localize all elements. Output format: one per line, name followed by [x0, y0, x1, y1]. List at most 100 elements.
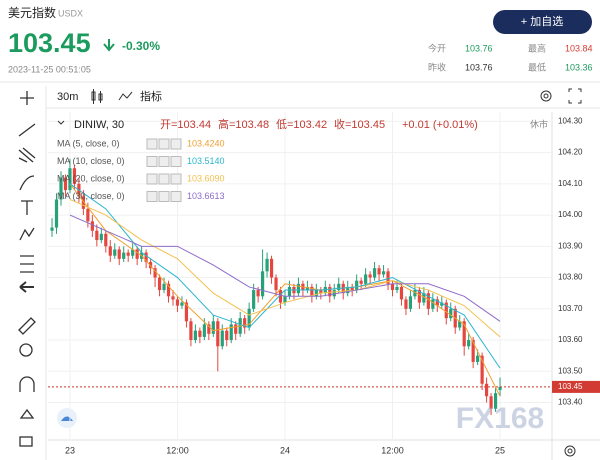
- settings-icon[interactable]: [540, 90, 552, 102]
- zoom-tool[interactable]: [19, 343, 33, 357]
- ruler-tool[interactable]: [18, 317, 36, 335]
- x-tick-label: 24: [280, 445, 290, 455]
- candle-body: [458, 321, 462, 328]
- lock-drawing-tool[interactable]: [19, 408, 35, 419]
- candle-body: [220, 330, 224, 347]
- candle-body: [337, 283, 341, 291]
- candle-body: [247, 308, 251, 328]
- ma-legend-button[interactable]: [170, 156, 182, 167]
- ma-legend-button[interactable]: [170, 138, 182, 150]
- settings-icon[interactable]: [564, 445, 576, 457]
- candle-body: [381, 271, 386, 275]
- y-tick-label: 104.00: [558, 210, 583, 219]
- candle-body: [153, 268, 157, 278]
- change-pct: -0.30%: [122, 39, 160, 53]
- ma-legend-button[interactable]: [146, 173, 158, 185]
- y-tick-label: 104.30: [558, 116, 583, 125]
- indicator-icon[interactable]: [118, 91, 133, 101]
- candle-body: [476, 355, 480, 362]
- candle-body: [377, 268, 381, 275]
- y-tick-label: 103.90: [558, 241, 583, 250]
- ma-legend-button[interactable]: [170, 173, 182, 185]
- candle-body: [305, 286, 309, 291]
- ma-legend-name: MA (20, close, 0): [57, 173, 125, 183]
- y-tick-label: 103.50: [558, 366, 583, 375]
- candle-body: [435, 299, 439, 306]
- candle-body: [135, 249, 139, 259]
- candle-body: [243, 318, 247, 328]
- stat-label: 今开: [428, 42, 446, 53]
- candle-body: [166, 283, 171, 297]
- line-tool[interactable]: [18, 123, 36, 137]
- series: [50, 158, 502, 416]
- indicator-button[interactable]: 指标: [140, 89, 162, 103]
- candle-body: [328, 286, 332, 297]
- fullscreen-icon[interactable]: [568, 88, 582, 104]
- candle-body: [413, 290, 417, 297]
- text-tool[interactable]: [21, 200, 33, 215]
- magnet-tool[interactable]: [19, 376, 35, 392]
- high-label: 高=103.48: [218, 117, 269, 131]
- down-arrow: [103, 39, 115, 52]
- ma-legend-button[interactable]: [158, 156, 170, 167]
- back-tool[interactable]: [19, 281, 34, 293]
- candle-body: [234, 324, 238, 334]
- price: 103.45: [8, 28, 91, 58]
- ma-legend-button[interactable]: [146, 191, 158, 202]
- lock-tool[interactable]: [19, 436, 33, 447]
- symbol: DINIW, 30: [74, 119, 124, 131]
- candle-body: [252, 290, 256, 309]
- interval-button[interactable]: 30m: [57, 91, 78, 103]
- candle-body: [319, 290, 323, 294]
- candle-body: [157, 277, 162, 291]
- ma-legend-button[interactable]: [158, 173, 170, 185]
- timestamp: 2023-11-25 00:51:05: [8, 64, 91, 74]
- candle-body: [484, 383, 489, 397]
- ma-legend-name: MA (5, close, 0): [57, 138, 120, 148]
- candle-body: [417, 290, 421, 303]
- stat-value: 103.36: [565, 62, 593, 72]
- candle-body: [198, 330, 202, 337]
- brush-tool[interactable]: [19, 175, 35, 191]
- candle-body: [274, 277, 278, 291]
- candle-body: [498, 386, 502, 391]
- info-toggle[interactable]: [57, 120, 65, 125]
- pattern-tool[interactable]: [19, 227, 35, 241]
- candle-body: [489, 396, 493, 409]
- crosshair-tool[interactable]: [20, 91, 34, 105]
- candle-body: [314, 290, 318, 297]
- candle-body: [171, 296, 175, 300]
- y-tick-label: 104.10: [558, 179, 583, 188]
- stat-value: 103.76: [465, 43, 493, 53]
- candle-body: [229, 324, 233, 341]
- candle-body: [50, 227, 54, 231]
- candle-body: [283, 296, 287, 303]
- ma-line: [69, 183, 501, 369]
- y-tick-label: 103.80: [558, 273, 583, 282]
- fib-tool[interactable]: [18, 147, 36, 163]
- candle-body: [368, 274, 372, 278]
- candle-type-button[interactable]: [91, 89, 103, 104]
- candle-body: [175, 299, 180, 306]
- ma-legend-button[interactable]: [146, 156, 158, 167]
- add-watchlist-button[interactable]: [493, 10, 592, 34]
- add-watchlist-label[interactable]: + 加自选: [521, 15, 563, 28]
- ma-legend-name: MA (10, close, 0): [57, 156, 125, 166]
- candle-body: [431, 299, 435, 309]
- candle-body: [493, 393, 498, 409]
- ma-legend-button[interactable]: [170, 191, 182, 202]
- ma-legend-button[interactable]: [158, 138, 170, 150]
- market-status: 休市: [530, 118, 548, 129]
- candle-body: [131, 249, 135, 256]
- y-tick-label: 103.60: [558, 335, 583, 344]
- x-tick-label: 12:00: [166, 445, 189, 455]
- ma-line: [69, 214, 501, 322]
- candle-body: [225, 330, 229, 341]
- candle-body: [211, 321, 215, 334]
- ma-legend-button[interactable]: [146, 138, 158, 150]
- candle-body: [440, 302, 444, 306]
- candle-body: [256, 290, 260, 297]
- projection-tool[interactable]: [20, 255, 34, 273]
- ma-legend-button[interactable]: [158, 191, 170, 202]
- candle-body: [144, 252, 148, 262]
